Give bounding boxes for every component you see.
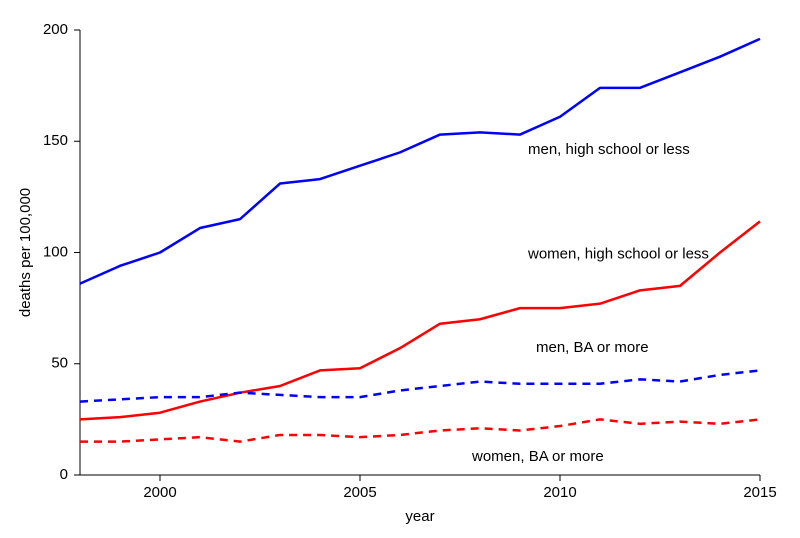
x-tick-label: 2010 — [543, 484, 576, 501]
anno_men_hs: men, high school or less — [528, 141, 690, 158]
series-women_ba — [80, 419, 760, 441]
series-men_ba — [80, 370, 760, 401]
annotations: men, high school or less women, high scho… — [471, 141, 709, 465]
line-chart: 0 50 100 150 200 2000 2005 2010 2015 men, high s… — [0, 0, 800, 538]
y-tick-label: 200 — [43, 21, 68, 38]
y-tick-label: 150 — [43, 132, 68, 149]
y-tick-label: 50 — [51, 355, 68, 372]
anno_women_hs: women, high school or less — [527, 246, 709, 263]
chart-svg: 0 50 100 150 200 2000 2005 2010 2015 men, high s… — [0, 0, 800, 538]
y-tick-label: 100 — [43, 243, 68, 260]
x-tick-label: 2000 — [143, 484, 176, 501]
series-group — [80, 39, 760, 442]
anno_women_ba: women, BA or more — [471, 448, 604, 465]
y-tick-label: 0 — [60, 466, 68, 483]
y-axis-label: deaths per 100,000 — [17, 188, 34, 317]
x-axis-label: year — [405, 508, 434, 525]
x-tick-label: 2005 — [343, 484, 376, 501]
anno_men_ba: men, BA or more — [536, 339, 649, 356]
x-tick-label: 2015 — [743, 484, 776, 501]
